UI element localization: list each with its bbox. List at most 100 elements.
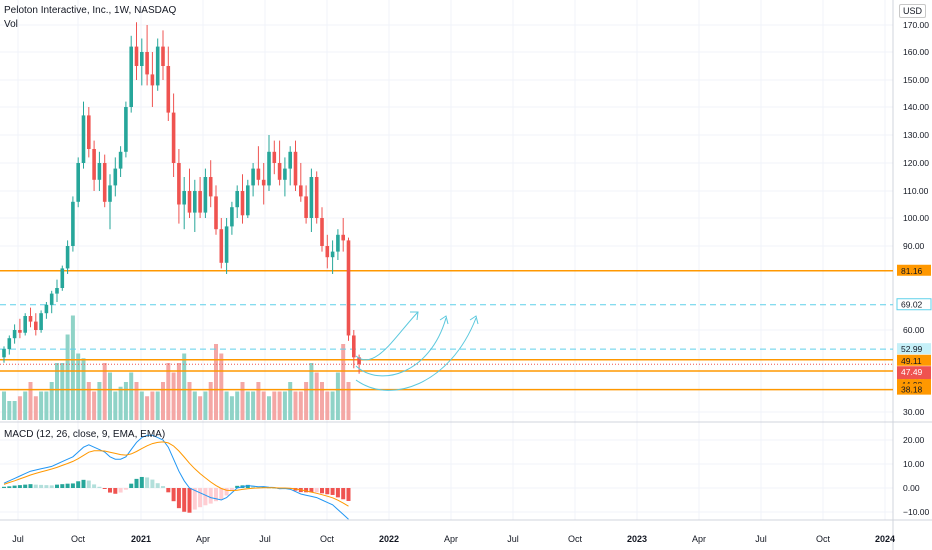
volume-bar — [139, 391, 144, 420]
macd-hist-bar — [330, 488, 335, 495]
candle-body — [314, 177, 319, 218]
volume-bar — [33, 396, 38, 420]
volume-bar — [240, 382, 245, 420]
macd-hist-bar — [182, 488, 187, 512]
candle-body — [134, 46, 139, 66]
projection-arrows — [355, 311, 479, 391]
arrow-curve-3 — [355, 317, 477, 391]
volume-bar — [282, 391, 287, 420]
volume-bar — [251, 391, 256, 420]
volume-bar — [272, 391, 277, 420]
price-tick-label: 140.00 — [903, 102, 929, 112]
candle-body — [145, 52, 149, 75]
volume-bar — [182, 353, 187, 420]
volume-bar — [129, 372, 134, 420]
volume-bar — [123, 382, 128, 420]
signal-line — [3, 441, 349, 507]
candle-body — [140, 52, 144, 66]
macd-hist-bar — [235, 485, 240, 488]
macd-hist-bar — [325, 488, 330, 495]
macd-hist-bar — [129, 483, 134, 488]
macd-hist-bar — [108, 488, 112, 493]
time-tick-label: 2023 — [627, 534, 647, 544]
volume-bar — [2, 391, 6, 420]
candle-body — [330, 251, 335, 258]
macd-hist-bar — [219, 488, 224, 500]
volume-bar — [203, 391, 208, 420]
candle-body — [129, 46, 133, 107]
candle-body — [49, 293, 54, 305]
macd-hist-bar — [12, 485, 17, 488]
macd-hist-bar — [134, 478, 139, 488]
candle-body — [108, 185, 112, 202]
candle-body — [309, 177, 314, 218]
candle-body — [124, 107, 128, 152]
arrow-head-1 — [410, 311, 419, 321]
macd-hist-bar — [7, 486, 12, 488]
horizontal-levels[interactable] — [0, 270, 893, 391]
macd-tick-label: 0.00 — [903, 483, 920, 493]
candle-body — [92, 149, 96, 180]
time-tick-label: Jul — [259, 534, 271, 544]
volume-bar — [76, 353, 81, 420]
time-tick-label: Apr — [196, 534, 210, 544]
volume-bar — [39, 391, 44, 420]
macd-hist-bar — [102, 488, 107, 489]
macd-hist-bar — [166, 488, 171, 493]
volume-bar — [304, 382, 309, 420]
price-tick-label: 160.00 — [903, 47, 929, 57]
time-tick-label: Jul — [755, 534, 767, 544]
volume-bar — [320, 382, 324, 420]
time-tick-label: Oct — [568, 534, 583, 544]
currency-badge[interactable]: USD — [898, 4, 926, 18]
candle-body — [65, 246, 70, 269]
badge-53-bg — [897, 343, 931, 355]
volume-bar — [171, 372, 176, 420]
time-tick-label: 2022 — [379, 534, 399, 544]
macd-hist-bar — [145, 477, 150, 488]
candle-body — [155, 46, 160, 86]
candle-body — [39, 313, 43, 330]
volume-bar — [256, 382, 261, 420]
volume-bar — [145, 396, 150, 420]
volume-bar — [219, 353, 224, 420]
volume-bar — [224, 391, 229, 420]
time-tick-label: Oct — [71, 534, 86, 544]
macd-hist-bar — [17, 485, 22, 488]
macd-line — [3, 434, 349, 520]
volume-bar — [92, 391, 97, 420]
volume-bar — [245, 391, 250, 420]
macd-hist-bar — [97, 486, 102, 488]
volume-bars — [2, 315, 351, 420]
badge-53-label: 52.99 — [901, 344, 923, 354]
candle-body — [246, 185, 250, 216]
candle-body — [81, 115, 86, 163]
macd-hist-bar — [113, 488, 118, 494]
volume-bar — [161, 382, 165, 420]
macd-hist-bar — [208, 488, 213, 504]
candle-body — [336, 234, 340, 252]
time-tick-label: Apr — [444, 534, 458, 544]
candle-body — [76, 163, 80, 202]
macd-tick-label: 20.00 — [903, 435, 925, 445]
volume-label: Vol — [4, 19, 18, 30]
time-tick-label: 2021 — [131, 534, 151, 544]
volume-bar — [293, 391, 298, 420]
time-tick-label: Apr — [692, 534, 706, 544]
macd-hist-bar — [81, 479, 86, 488]
volume-bar — [23, 391, 28, 420]
volume-bar — [7, 401, 12, 420]
badge-81-label: 81.16 — [901, 266, 923, 276]
candle-body — [277, 163, 282, 180]
volume-bar — [118, 386, 123, 420]
candle-body — [357, 357, 361, 365]
badge-38-bg — [897, 383, 931, 395]
price-tick-label: 130.00 — [903, 130, 929, 140]
volume-bar — [134, 382, 139, 420]
candle-body — [224, 226, 229, 263]
candle-body — [240, 191, 245, 216]
macd-hist-bar — [92, 484, 97, 488]
